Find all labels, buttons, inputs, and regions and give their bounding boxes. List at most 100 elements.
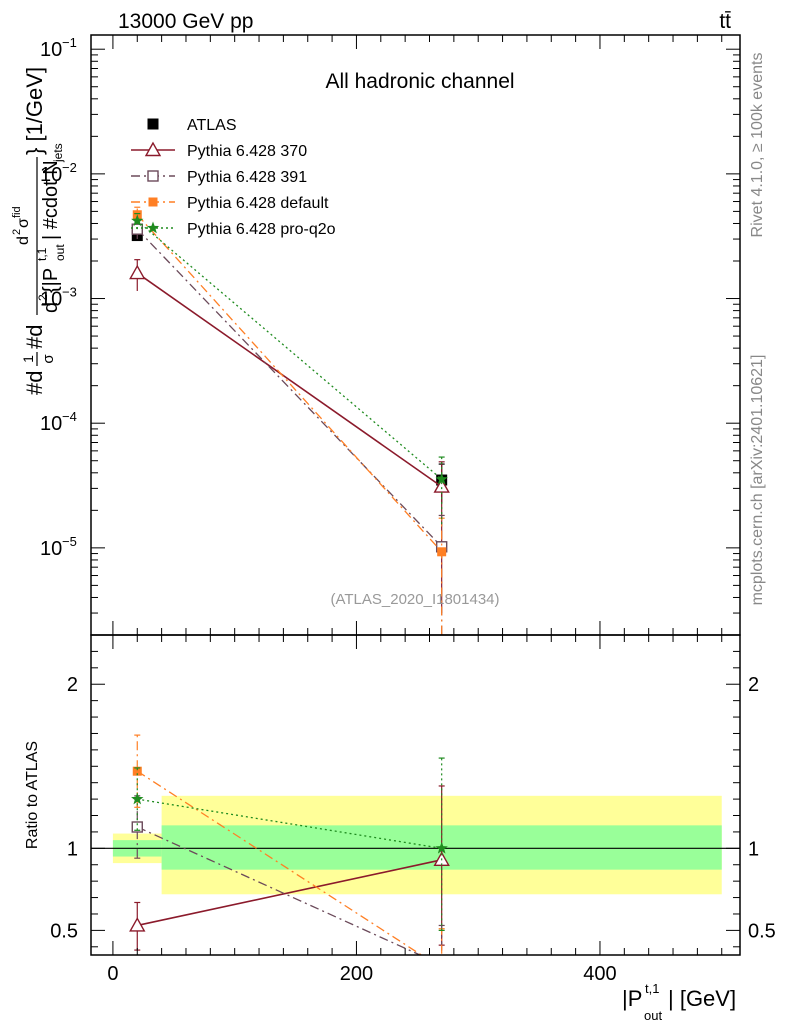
data-point — [435, 472, 448, 485]
legend-label: Pythia 6.428 default — [187, 195, 329, 212]
ylabel-den-body: {|P — [40, 268, 62, 293]
ratio-y-tick-label-right: 0.5 — [748, 920, 776, 942]
svg-text:−4: −4 — [62, 409, 77, 424]
main-panel-data — [129, 206, 450, 635]
ratio-point — [132, 766, 142, 776]
svg-text:−2: −2 — [62, 160, 77, 175]
legend-marker — [146, 221, 160, 234]
legend-marker — [147, 118, 159, 130]
ratio-y-tick-label-left: 1 — [67, 838, 78, 860]
ylabel-den-tail: | #cdot N — [40, 160, 62, 240]
y-axis-label: #d 1 σ #d d 2 σ fid d 2 {|P t,1 out | #c… — [11, 67, 67, 395]
svg-text:−3: −3 — [62, 285, 77, 300]
xlabel-sup: t,1 — [645, 981, 659, 996]
ratio-panel-tick-labels: 0.5 0.5 1 1 2 2 0 200 400 — [50, 674, 776, 985]
rivet-label: Rivet 4.1.0, ≥ 100k events — [749, 53, 766, 238]
ratio-y-tick-label-left: 0.5 — [50, 920, 78, 942]
ratio-line — [137, 859, 442, 927]
ylabel-frac2-den: d — [40, 302, 62, 313]
ratio-panel-frame — [90, 634, 741, 956]
ratio-y-tick-label-right: 1 — [748, 838, 759, 860]
series-line — [136, 228, 443, 548]
data-point — [433, 478, 450, 493]
main-panel-y-tick-labels: 10−110−210−310−410−5 — [40, 35, 77, 560]
ratio-panel-ticks — [91, 635, 740, 955]
legend-label: Pythia 6.428 370 — [187, 143, 307, 160]
ylabel-frac2-sigma: σ — [15, 218, 32, 228]
ratio-point — [435, 841, 448, 854]
series-line — [136, 214, 443, 553]
ratio-point — [131, 821, 143, 833]
main-panel: 10−110−210−310−410−5 All hadronic channe… — [11, 34, 741, 636]
legend-marker — [144, 141, 162, 157]
data-point — [129, 264, 146, 280]
ylabel-suffix: } [1/GeV] — [22, 67, 47, 155]
ratio-series-3 — [131, 757, 448, 931]
ylabel-den-tail-sub: jets — [51, 143, 65, 163]
ylabel-part2: #d — [22, 325, 47, 349]
x-axis-label: |P t,1 out | [GeV] — [622, 981, 736, 1023]
ylabel-frac2-sigma-sup: fid — [11, 206, 23, 218]
legend-item-0: ATLAS — [147, 117, 237, 134]
ratio-panel-data — [129, 734, 450, 955]
ylabel-frac1-num: 1 — [20, 355, 36, 363]
ratio-panel: 0.5 0.5 1 1 2 2 0 200 400 Ratio to ATLAS — [24, 634, 776, 985]
ratio-y-label: Ratio to ATLAS — [24, 741, 41, 849]
legend-item-1: Pythia 6.428 370 — [131, 141, 307, 160]
y-tick-label: 10 −1 — [40, 35, 77, 61]
series-0 — [131, 230, 448, 503]
ratio-bands — [112, 795, 722, 895]
ylabel-den-sub: out — [53, 244, 67, 261]
ylabel-part1: #d — [22, 371, 47, 395]
header-left: 13000 GeV pp — [118, 10, 253, 33]
ratio-y-tick-label-right: 2 — [748, 674, 759, 696]
ylabel-frac1-den: σ — [40, 354, 57, 364]
svg-text:10: 10 — [40, 164, 62, 186]
series-1 — [129, 259, 450, 614]
legend-item-4: Pythia 6.428 pro-q2o — [131, 221, 336, 238]
x-tick-label: 400 — [583, 963, 616, 985]
ratio-line — [136, 770, 423, 955]
legend-label: Pythia 6.428 391 — [187, 169, 307, 186]
series-line — [136, 272, 443, 488]
mcplots-label: mcplots.cern.ch [arXiv:2401.10621] — [749, 355, 766, 606]
ratio-point — [129, 917, 146, 932]
ylabel-frac2-num: d — [15, 236, 32, 245]
x-tick-label: 0 — [107, 963, 118, 985]
ratio-line — [137, 798, 442, 849]
svg-text:−1: −1 — [62, 35, 77, 50]
ratio-point — [131, 792, 144, 805]
series-line — [136, 220, 443, 480]
y-tick-label: 10 −2 — [40, 160, 77, 186]
legend-item-3: Pythia 6.428 default — [131, 195, 329, 212]
xlabel-sub: out — [644, 1008, 662, 1023]
svg-text:−5: −5 — [62, 534, 77, 549]
ratio-y-tick-label-left: 2 — [67, 674, 78, 696]
xlabel-tail: | [GeV] — [668, 986, 736, 1011]
legend-marker — [147, 170, 159, 182]
header-right: tt̄ — [719, 10, 731, 33]
x-tick-label: 200 — [340, 963, 373, 985]
svg-text:10: 10 — [40, 289, 62, 311]
legend: ATLAS Pythia 6.428 370 Pythia 6.428 391 Pyt… — [131, 117, 336, 238]
svg-text:10: 10 — [40, 39, 62, 61]
legend-marker — [148, 197, 158, 207]
data-point — [131, 214, 144, 227]
ylabel-den-sup: t,1 — [35, 247, 49, 261]
xlabel-main: |P — [622, 986, 642, 1011]
svg-text:10: 10 — [40, 538, 62, 560]
legend-item-2: Pythia 6.428 391 — [131, 169, 307, 186]
y-tick-label: 10 −5 — [40, 534, 77, 560]
ylabel-frac2-den-sup: 2 — [36, 294, 50, 301]
analysis-label: (ATLAS_2020_I1801434) — [330, 591, 499, 608]
legend-label: Pythia 6.428 pro-q2o — [187, 221, 336, 238]
svg-text:10: 10 — [40, 413, 62, 435]
legend-label: ATLAS — [187, 117, 237, 134]
y-tick-label: 10 −4 — [40, 409, 77, 435]
y-tick-label: 10 −3 — [40, 285, 77, 311]
chart-title: All hadronic channel — [325, 70, 514, 93]
data-point — [437, 547, 447, 557]
main-panel-ticks — [91, 35, 740, 636]
ylabel-frac2-num-sup: 2 — [11, 229, 23, 235]
